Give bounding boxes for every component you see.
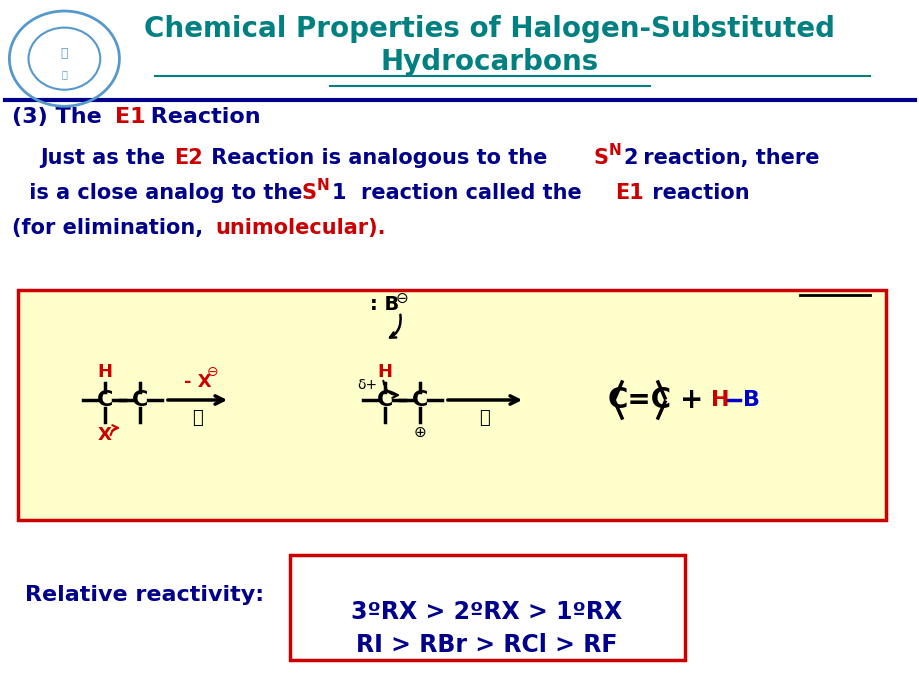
Text: X: X: [98, 426, 112, 444]
Text: is a close analog to the: is a close analog to the: [22, 183, 310, 203]
Text: unimolecular).: unimolecular).: [215, 218, 385, 238]
Text: Just as the: Just as the: [40, 148, 172, 168]
Text: S: S: [301, 183, 317, 203]
FancyBboxPatch shape: [18, 290, 885, 520]
Text: N: N: [317, 178, 329, 193]
Text: H: H: [377, 363, 392, 381]
Text: reaction: reaction: [644, 183, 749, 203]
Text: C: C: [131, 390, 148, 410]
Text: H: H: [710, 390, 729, 410]
Text: 浙: 浙: [61, 47, 68, 60]
Text: Relative reactivity:: Relative reactivity:: [25, 585, 264, 605]
Text: 快: 快: [479, 409, 490, 427]
Text: ⊖: ⊖: [207, 365, 218, 379]
Text: N: N: [608, 143, 621, 158]
Text: 慢: 慢: [192, 409, 203, 427]
Text: ⊖: ⊖: [395, 290, 408, 306]
Text: : B: : B: [369, 295, 399, 315]
Text: E1: E1: [115, 107, 145, 127]
Text: +: +: [679, 386, 703, 414]
Text: C: C: [412, 390, 427, 410]
Text: 大: 大: [62, 69, 67, 79]
Text: Chemical Properties of Halogen-Substituted: Chemical Properties of Halogen-Substitut…: [144, 15, 834, 43]
Text: C: C: [96, 390, 113, 410]
Text: 1  reaction called the: 1 reaction called the: [332, 183, 596, 203]
Text: H: H: [97, 363, 112, 381]
Text: Reaction is analogous to the: Reaction is analogous to the: [204, 148, 554, 168]
Text: C: C: [377, 390, 392, 410]
Text: S: S: [594, 148, 608, 168]
Text: E2: E2: [174, 148, 202, 168]
Text: 3ºRX > 2ºRX > 1ºRX: 3ºRX > 2ºRX > 1ºRX: [351, 600, 622, 624]
Text: Reaction: Reaction: [142, 107, 260, 127]
Text: 2: 2: [622, 148, 637, 168]
Text: - X: - X: [184, 373, 211, 391]
Text: C=C: C=C: [607, 386, 672, 414]
Text: Hydrocarbons: Hydrocarbons: [380, 48, 598, 76]
Text: (3) The: (3) The: [12, 107, 109, 127]
Text: RI > RBr > RCl > RF: RI > RBr > RCl > RF: [356, 633, 617, 657]
FancyBboxPatch shape: [289, 555, 685, 660]
Text: ⊕: ⊕: [414, 424, 425, 440]
Text: (for elimination,: (for elimination,: [12, 218, 210, 238]
Text: B: B: [743, 390, 760, 410]
Text: E1: E1: [614, 183, 643, 203]
Text: δ+: δ+: [357, 378, 377, 392]
Text: reaction, there: reaction, there: [635, 148, 819, 168]
